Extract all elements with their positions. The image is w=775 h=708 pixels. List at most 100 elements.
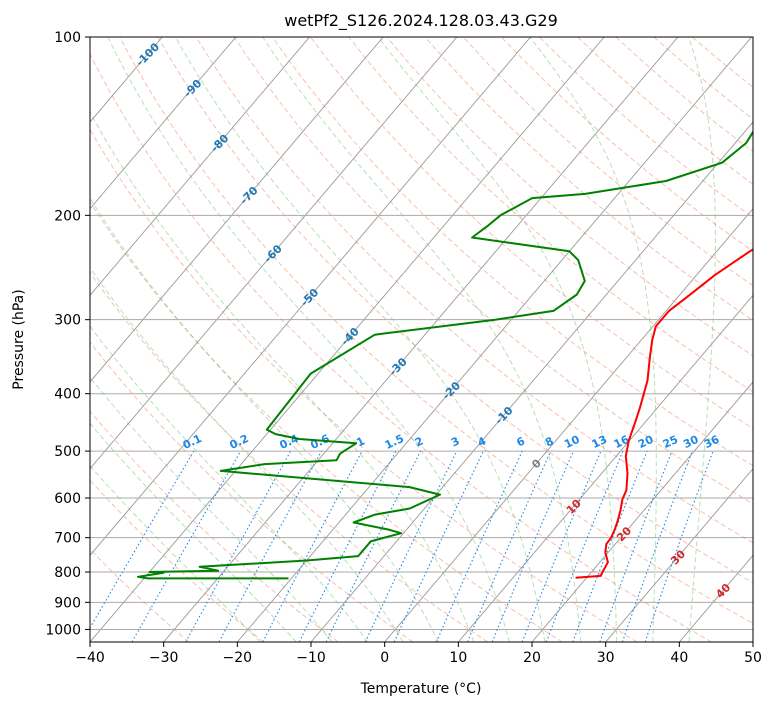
- x-tick-label: 0: [380, 650, 389, 666]
- dry-adiabat-line: [539, 37, 753, 219]
- dry-adiabat-line: [500, 37, 753, 252]
- isotherm-line: [90, 37, 237, 210]
- dry-adiabat-line: [615, 37, 753, 153]
- mixing-ratio-label: 36: [702, 433, 722, 451]
- y-tick-label: 400: [54, 387, 81, 403]
- mixing-ratio-line: [298, 450, 397, 642]
- mixing-ratio-line: [90, 450, 195, 629]
- moist-adiabat-line: [688, 37, 716, 642]
- mixing-ratio-line: [466, 450, 552, 642]
- profiles: [137, 130, 753, 580]
- moist-adiabat-line: [90, 325, 369, 642]
- moist-adiabat-line: [529, 37, 657, 642]
- mixing-ratio-line: [325, 450, 422, 642]
- mixing-ratio-line: [364, 450, 458, 642]
- moist-adiabat-line: [262, 37, 582, 642]
- mixing-ratio-line: [572, 450, 648, 642]
- moist-adiabat-line: [175, 37, 546, 642]
- x-tick-label: −10: [296, 650, 326, 666]
- isotherm-line: [90, 37, 605, 642]
- mixing-ratio-line: [491, 450, 575, 642]
- mixing-ratio-line: [621, 450, 693, 642]
- dry-adiabat-line: [119, 37, 753, 624]
- y-tick-label: 600: [54, 491, 81, 507]
- mixing-ratio-line: [218, 450, 322, 642]
- moist-adiabat-line: [90, 464, 261, 642]
- x-tick-label: −20: [223, 650, 253, 666]
- dry-adiabat-line: [424, 37, 753, 322]
- dry-adiabat-line: [90, 271, 488, 642]
- isotherm-line: [90, 37, 531, 557]
- y-axis-label: Pressure (hPa): [11, 289, 27, 389]
- x-tick-label: 20: [523, 650, 541, 666]
- isotherm-line: [678, 554, 753, 642]
- mixing-ratio-line: [393, 450, 484, 642]
- isotherm-line: [90, 37, 310, 297]
- mixing-ratio-label: 1.5: [383, 432, 406, 452]
- moist-adiabat-line: [377, 37, 618, 642]
- mixing-ratio-label: 13: [590, 433, 609, 451]
- mixing-ratio-line: [545, 450, 624, 642]
- mixing-ratio-label: 16: [612, 433, 632, 451]
- moist-adiabat-line: [90, 266, 404, 642]
- isotherm-line: [236, 37, 752, 642]
- dry-adiabat-line: [462, 37, 753, 287]
- y-tick-label: 100: [54, 30, 81, 46]
- plot-frame: [89, 36, 754, 643]
- isotherm-line: [163, 37, 679, 642]
- mixing-ratio-label: 10: [562, 433, 582, 451]
- moist-adiabat-line: [90, 110, 475, 642]
- mixing-ratio-label: 25: [661, 433, 680, 451]
- mixing-ratio-label: 20: [636, 433, 656, 451]
- mixing-ratio-label: 8: [543, 434, 555, 449]
- x-tick-label: −30: [149, 650, 179, 666]
- mixing-ratio-label: 3: [449, 434, 461, 449]
- isotherm-line: [752, 641, 753, 642]
- axis-ticks: −40 −30 −20 −10 0 10 20 30 40 5010020030040050060…: [45, 30, 762, 666]
- y-tick-label: 800: [54, 565, 81, 581]
- dry-adiabat-line: [233, 37, 753, 505]
- y-tick-label: 300: [54, 313, 81, 329]
- mixing-ratio-label: 0.1: [181, 432, 204, 452]
- moist-adiabat-line: [107, 37, 510, 642]
- dry-adiabat-line: [90, 201, 563, 642]
- isotherm-line: [531, 381, 753, 642]
- x-tick-label: 10: [449, 650, 467, 666]
- dry-adiabat-line: [90, 479, 264, 642]
- dry-adiabat-line: [691, 37, 753, 88]
- dewpoint-profile: [137, 130, 753, 580]
- x-tick-label: 50: [744, 650, 762, 666]
- mixing-ratio-line: [435, 450, 523, 642]
- x-tick-label: 40: [670, 650, 688, 666]
- isotherm-label: -100: [133, 40, 162, 69]
- dry-adiabat-line: [348, 37, 753, 393]
- dry-adiabat-line: [195, 37, 753, 544]
- dry-adiabat-line: [653, 37, 753, 120]
- x-tick-label: 30: [597, 650, 615, 666]
- mixing-ratio-line: [521, 450, 602, 642]
- chart-title: wetPf2_S126.2024.128.03.43.G29: [284, 11, 558, 31]
- y-tick-label: 200: [54, 208, 81, 224]
- isotherm-line: [605, 467, 753, 642]
- moist-adiabat-line: [90, 376, 333, 642]
- mixing-ratio-label: 2: [413, 434, 425, 449]
- dry-adiabat-line: [157, 37, 753, 584]
- dry-adiabat-line: [90, 410, 339, 642]
- mixing-ratio-label: 1: [354, 434, 366, 449]
- mixing-ratio-line: [599, 450, 673, 642]
- temperature-profile: [575, 248, 753, 579]
- x-tick-label: −40: [75, 650, 105, 666]
- dry-adiabat-line: [386, 37, 753, 357]
- y-tick-label: 900: [54, 595, 81, 611]
- dry-adiabat-line: [90, 52, 712, 642]
- isotherm-line: [384, 207, 753, 642]
- isotherm-line: [310, 121, 753, 642]
- isotherm-line: [457, 294, 753, 642]
- background-lines: [90, 37, 753, 642]
- mixing-ratio-line: [185, 450, 292, 642]
- isotherm-line: [90, 37, 458, 470]
- y-tick-label: 1000: [45, 622, 81, 638]
- mixing-ratio-label: 0.2: [228, 432, 251, 452]
- y-tick-label: 500: [54, 444, 81, 460]
- mixing-ratio-label: 6: [515, 434, 528, 449]
